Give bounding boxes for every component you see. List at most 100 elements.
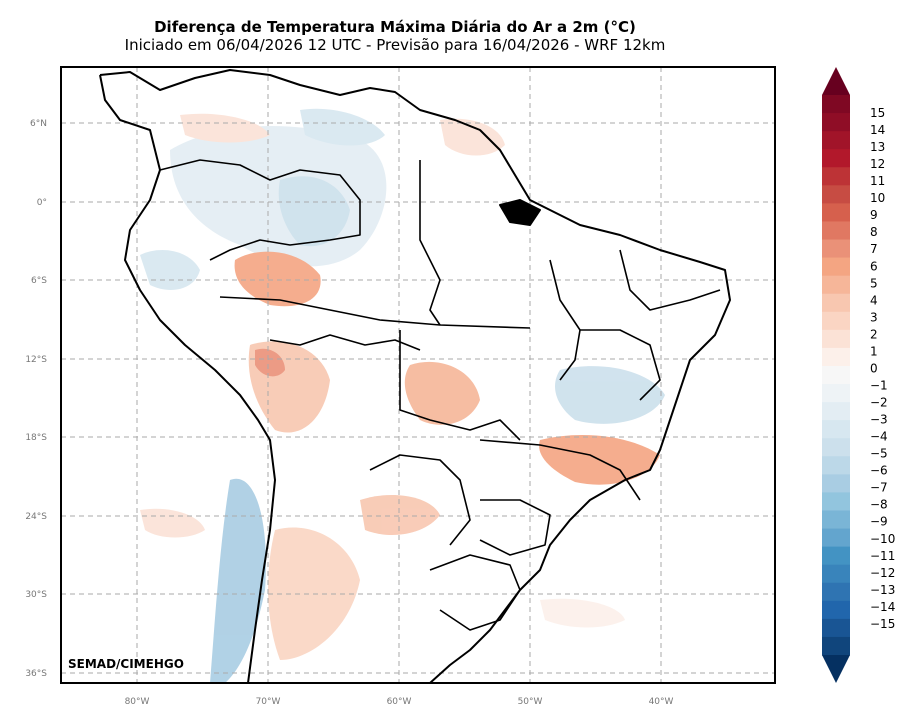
colorbar-tick-label: 10 <box>870 191 885 205</box>
colorbar-cell <box>822 456 850 475</box>
colorbar-tick-label: 3 <box>870 310 878 324</box>
colorbar-tick-label: 14 <box>870 123 885 137</box>
border-bolivia-north <box>269 334 421 351</box>
colorbar-tick-label: −3 <box>870 413 888 427</box>
graticule <box>61 67 775 683</box>
colorbar-cell <box>822 564 850 584</box>
colorbar-tick-label: −4 <box>870 430 888 444</box>
colorbar-cell <box>822 221 850 241</box>
border-amazonas-south <box>219 296 531 329</box>
lat-label: 0° <box>37 198 47 208</box>
colorbar-tick-label: 9 <box>870 208 878 222</box>
map-frame <box>60 66 776 684</box>
colorbar-cell <box>822 311 850 331</box>
coastline <box>99 69 731 683</box>
marajo-island <box>499 199 541 226</box>
colorbar-tick-label: −1 <box>870 379 888 393</box>
border-paraguay <box>369 454 471 546</box>
colorbar-tick-label: 11 <box>870 174 885 188</box>
lat-label: 18°S <box>25 433 47 443</box>
colorbar-tick-label: 5 <box>870 276 878 290</box>
colorbar-tick-label: 0 <box>870 362 878 376</box>
colorbar-cell <box>822 474 850 494</box>
colorbar-bottom-arrow-icon <box>822 655 850 683</box>
lon-label: 80°W <box>125 697 150 707</box>
colorbar-cell <box>822 384 850 403</box>
colorbar-cell <box>822 239 850 259</box>
colorbar-tick-label: −15 <box>870 617 895 631</box>
border-northeast <box>619 249 721 311</box>
lon-label: 70°W <box>256 697 281 707</box>
colorbar-cell <box>822 95 850 114</box>
warm-region-guianas <box>440 118 505 156</box>
colorbar-tick-label: 8 <box>870 225 878 239</box>
colorbar-cell <box>822 600 850 620</box>
colorbar-cell <box>822 257 850 277</box>
colorbar-cell <box>822 167 850 186</box>
lat-label: 12°S <box>25 355 47 365</box>
colorbar-cell <box>822 618 850 638</box>
colorbar-cell <box>822 293 850 313</box>
coastline-pacific <box>99 74 276 683</box>
longitude-labels: 80°W 70°W 60°W 50°W 40°W <box>125 697 674 707</box>
border-sao-paulo-parana <box>479 499 551 556</box>
colorbar-tick-label: −2 <box>870 396 888 410</box>
colorbar-cell <box>822 510 850 530</box>
lat-label: 6°N <box>30 119 47 129</box>
colorbar-cell <box>822 185 850 204</box>
colorbar-cell <box>822 347 850 367</box>
border-minas <box>479 439 641 501</box>
lon-label: 50°W <box>518 697 543 707</box>
warm-region-parana <box>360 495 440 535</box>
colorbar-cell <box>822 131 850 150</box>
colorbar-tick-label: −9 <box>870 515 888 529</box>
colorbar-cell <box>822 329 850 349</box>
lon-label: 60°W <box>387 697 412 707</box>
credit-label: SEMAD/CIMEHGO <box>68 657 184 671</box>
colorbar-cell <box>822 582 850 602</box>
colorbar-cell <box>822 149 850 168</box>
colorbar-cell <box>822 528 850 548</box>
colorbar-tick-label: 1 <box>870 344 878 358</box>
colorbar-tick-label: −13 <box>870 583 895 597</box>
border-rio-grande-sul-uruguay <box>429 554 521 631</box>
colorbar-cells <box>822 95 850 656</box>
coastline-atlantic <box>99 69 731 683</box>
border-colombia-venezuela-brazil <box>159 159 361 261</box>
warm-region-acre <box>234 251 321 307</box>
colorbar-tick-label: 15 <box>870 106 885 120</box>
warm-core-bolivia <box>255 348 285 377</box>
map-subtitle: Iniciado em 06/04/2026 12 UTC - Previsão… <box>124 36 666 54</box>
border-mato-grosso <box>399 330 521 441</box>
colorbar-tick-label: 4 <box>870 293 878 307</box>
colorbar-cell <box>822 402 850 421</box>
lat-label: 36°S <box>25 669 47 679</box>
colorbar-tick-label: 12 <box>870 157 885 171</box>
warm-region-goias <box>404 361 480 425</box>
colorbar-tick-label: −11 <box>870 549 895 563</box>
lat-label: 6°S <box>31 276 47 286</box>
colorbar-cell <box>822 438 850 457</box>
map-canvas <box>61 67 775 683</box>
border-bahia <box>580 329 661 401</box>
colorbar-tick-label: −6 <box>870 464 888 478</box>
colorbar-tick-label: 6 <box>870 259 878 273</box>
colorbar-cell <box>822 492 850 512</box>
colorbar-cell <box>822 546 850 566</box>
cool-core-amazon <box>278 176 350 247</box>
colorbar-cell <box>822 275 850 295</box>
colorbar-tick-label: 13 <box>870 140 885 154</box>
lon-label: 40°W <box>649 697 674 707</box>
colorbar-cell <box>822 203 850 223</box>
cool-region-andes-south <box>210 478 266 683</box>
border-para-west <box>419 160 441 326</box>
map-title: Diferença de Temperatura Máxima Diária d… <box>154 18 636 36</box>
colorbar-tick-label: −7 <box>870 481 888 495</box>
colorbar-cell <box>822 113 850 132</box>
colorbar-cell <box>822 365 850 385</box>
warm-region-colombia <box>180 113 270 143</box>
cool-region-bahia <box>555 366 665 424</box>
colorbar-tick-label: 7 <box>870 242 878 256</box>
